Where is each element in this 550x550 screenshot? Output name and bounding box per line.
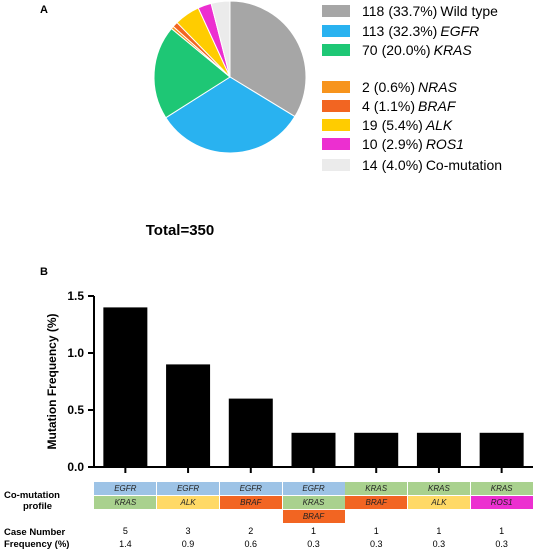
case-number-cell: 1 (373, 526, 379, 536)
legend-percent: (0.6%) (373, 79, 416, 95)
legend-count: 14 (362, 157, 378, 173)
legend-name: EGFR (440, 23, 480, 39)
legend-percent: (2.9%) (381, 136, 423, 152)
legend-percent: (33.7%) (388, 3, 438, 19)
legend-swatch (322, 100, 350, 112)
panel-a-label: A (40, 4, 48, 16)
legend-name: Co-mutation (425, 157, 503, 173)
legend-swatch (322, 25, 350, 37)
y-axis-label: Mutation Frequency (%) (45, 313, 59, 449)
legend-name: NRAS (418, 79, 457, 95)
comutation-gene-cell: ALK (157, 496, 220, 509)
legend-item: 14 (4.0%) Co-mutation (322, 156, 502, 174)
pie-chart (153, 0, 307, 154)
pie-slice-co-mutation (210, 0, 231, 78)
bar-egfr-kras (103, 307, 148, 467)
frequency-cell: 0.3 (495, 539, 508, 549)
comutation-gene-cell: BRAF (282, 510, 345, 523)
legend-name: ALK (425, 117, 453, 133)
legend-swatch (322, 81, 350, 93)
case-number-label: Case Number (4, 527, 66, 538)
legend-count: 70 (362, 42, 378, 58)
frequency-cell: 0.3 (432, 539, 446, 549)
legend-name: Wild type (440, 3, 498, 19)
legend-swatch (322, 119, 350, 131)
comutation-gene-cell: EGFR (94, 482, 157, 495)
legend-item: 113 (32.3%) EGFR (322, 22, 479, 40)
comutation-gene-cell: ROS1 (470, 496, 533, 509)
comutation-gene-cell: ALK (407, 496, 470, 509)
pie-total-label: Total=350 (145, 222, 215, 239)
legend-percent: (1.1%) (373, 98, 416, 114)
legend-swatch (322, 159, 350, 171)
legend-percent: (32.3%) (388, 23, 438, 39)
frequency-cell: 1.4 (119, 539, 132, 549)
legend-count: 113 (362, 23, 385, 39)
comutation-gene-cell: KRAS (94, 496, 157, 509)
y-tick-label: 1.0 (67, 346, 84, 360)
frequency-cell: 0.9 (181, 539, 195, 549)
frequency-cell: 0.3 (369, 539, 383, 549)
bar-kras-ros1 (479, 432, 524, 467)
bar-kras-braf (354, 432, 399, 467)
y-tick-label: 0.0 (67, 460, 84, 474)
legend-name: KRAS (433, 42, 472, 58)
legend-count: 4 (362, 98, 370, 114)
legend-name: BRAF (418, 98, 456, 114)
comutation-gene-cell: KRAS (407, 482, 470, 495)
comutation-gene-cell: KRAS (345, 482, 408, 495)
pie-slice-kras (153, 27, 231, 119)
pie-slice-egfr (165, 76, 296, 154)
legend-item: 118 (33.7%) Wild type (322, 2, 498, 20)
legend-item: 2 (0.6%) NRAS (322, 78, 457, 96)
comutation-gene-cell: EGFR (282, 482, 345, 495)
comutation-gene-cell: KRAS (282, 496, 345, 509)
comutation-gene-cell: EGFR (219, 482, 282, 495)
legend-item: 10 (2.9%) ROS1 (322, 135, 464, 153)
legend-percent: (20.0%) (381, 42, 431, 58)
bar-egfr-alk (166, 364, 211, 467)
legend-percent: (4.0%) (381, 157, 423, 173)
bar-egfr-braf (228, 398, 273, 467)
frequency-cell: 0.3 (307, 539, 320, 549)
panel-b-label: B (40, 266, 48, 278)
legend-swatch (322, 44, 350, 56)
bar-egfr-kras-braf (291, 432, 336, 467)
case-number-cell: 1 (310, 526, 316, 536)
legend-item: 70 (20.0%) KRAS (322, 41, 472, 59)
legend-count: 2 (362, 79, 370, 95)
comutation-gene-cell: BRAF (219, 496, 282, 509)
legend-name: ROS1 (425, 136, 464, 152)
pie-slice-wild-type (229, 0, 307, 118)
y-tick-label: 0.5 (67, 403, 84, 417)
case-number-cell: 1 (499, 526, 505, 536)
comutation-gene-cell: EGFR (157, 482, 220, 495)
case-number-cell: 5 (122, 526, 128, 536)
comutation-gene-cell: KRAS (470, 482, 533, 495)
comutation-gene-cell: BRAF (345, 496, 408, 509)
legend-percent: (5.4%) (381, 117, 423, 133)
comutation-label-line2: profile (23, 501, 53, 512)
case-number-cell: 1 (436, 526, 442, 536)
frequency-label: Frequency (%) (4, 539, 70, 550)
comutation-profile-label: Co-mutation profile (4, 490, 60, 512)
case-number-cell: 2 (248, 526, 254, 536)
legend-swatch (322, 138, 350, 150)
legend-count: 19 (362, 117, 378, 133)
y-tick-label: 1.5 (67, 289, 84, 303)
frequency-cell: 0.6 (244, 539, 258, 549)
legend-count: 10 (362, 136, 378, 152)
bar-chart: 0.0 0.5 1.0 1.5 Mutation Frequency (%) (45, 289, 533, 474)
case-number-cell: 3 (185, 526, 191, 536)
legend-item: 19 (5.4%) ALK (322, 116, 452, 134)
legend-item: 4 (1.1%) BRAF (322, 97, 455, 115)
legend-count: 118 (362, 3, 385, 19)
comutation-label-line1: Co-mutation (4, 490, 60, 501)
bar-kras-alk (416, 432, 461, 467)
legend-swatch (322, 5, 350, 17)
